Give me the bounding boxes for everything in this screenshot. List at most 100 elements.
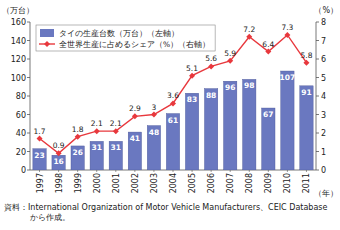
bar-label: 83 <box>187 95 197 104</box>
line-label: 1.8 <box>72 125 84 134</box>
bar <box>300 86 313 170</box>
legend-marker <box>44 41 50 47</box>
y-tick-label: 160 <box>11 18 26 27</box>
x-tick-label: 2005 <box>188 173 197 193</box>
y-tick-label: 60 <box>16 111 26 120</box>
line-label: 3 <box>152 103 157 112</box>
x-tick-label: 2009 <box>264 173 273 193</box>
x-tick-label: 1997 <box>36 173 45 193</box>
y2-tick-label: 4 <box>321 92 326 101</box>
x-tick <box>96 170 97 172</box>
marker <box>75 134 81 140</box>
y-tick-label: 100 <box>11 74 26 83</box>
marker <box>284 32 290 38</box>
chart: 020406080100120140160012345678（万台）（%）（年）… <box>0 0 340 230</box>
bar <box>71 146 84 170</box>
bar <box>90 141 103 170</box>
line-label: 2.1 <box>110 119 122 128</box>
bar-label: 61 <box>168 116 178 125</box>
bar-label: 23 <box>34 151 44 160</box>
x-tick <box>211 170 212 172</box>
line-label: 5.9 <box>224 49 236 58</box>
share-line <box>40 35 307 153</box>
x-tick <box>134 170 135 172</box>
x-tick-label: 2010 <box>283 173 292 193</box>
y2-tick <box>316 170 319 171</box>
y-tick <box>27 59 30 60</box>
bar <box>166 114 179 170</box>
y2-tick-label: 7 <box>321 37 326 46</box>
bar-label: 67 <box>263 110 273 119</box>
x-tick-label: 2002 <box>131 173 140 193</box>
legend-box <box>36 25 215 51</box>
line-label: 1.7 <box>34 127 46 136</box>
bar-label: 91 <box>301 88 311 97</box>
bar-label: 107 <box>280 73 296 82</box>
x-tick <box>58 170 59 172</box>
y-axis-label: （万台） <box>2 6 34 15</box>
marker <box>246 34 252 40</box>
legend-label: タイの生産台数（万台）（左軸） <box>59 29 179 38</box>
y-tick-label: 40 <box>16 129 26 138</box>
x-tick-label: 2007 <box>226 173 235 193</box>
marker <box>151 112 157 118</box>
y-tick-label: 140 <box>11 37 26 46</box>
y-tick <box>27 133 30 134</box>
y2-tick <box>316 114 319 115</box>
y-tick-label: 0 <box>21 166 26 175</box>
y-tick <box>27 22 30 23</box>
y2-tick <box>316 96 319 97</box>
marker <box>189 73 195 79</box>
y2-tick-label: 1 <box>321 148 326 157</box>
bar <box>224 81 237 170</box>
bar-label: 96 <box>225 83 235 92</box>
plot-marks <box>33 32 313 170</box>
marker <box>37 136 43 142</box>
x-tick <box>173 170 174 172</box>
x-tick-label: 2001 <box>112 173 121 193</box>
bar-label: 41 <box>130 134 140 143</box>
x-tick-label: 2003 <box>150 173 159 193</box>
legend-swatch <box>40 29 54 37</box>
line-label: 5.8 <box>300 51 312 60</box>
bar-label: 31 <box>111 143 121 152</box>
bar <box>243 79 256 170</box>
x-tick-label: 2011 <box>302 173 311 193</box>
bar <box>185 93 198 170</box>
y-tick <box>27 77 30 78</box>
y2-tick-label: 3 <box>321 111 326 120</box>
bar-label: 16 <box>53 157 63 166</box>
bar <box>281 71 294 170</box>
marker <box>132 113 138 119</box>
source-note: 資料：International Organization of Motor V… <box>4 203 334 223</box>
x-tick <box>153 170 154 172</box>
x-tick <box>306 170 307 172</box>
x-tick-label: 2000 <box>93 173 102 193</box>
x-tick-label: 2006 <box>207 173 216 193</box>
y2-tick <box>316 22 319 23</box>
legend-label: 全世界生産に占めるシェア（%）（右軸） <box>59 40 210 49</box>
marker <box>170 100 176 106</box>
bar-label: 26 <box>72 148 82 157</box>
y2-tick <box>316 59 319 60</box>
line-label: 5.6 <box>205 54 217 63</box>
marker <box>94 128 100 134</box>
bar <box>109 141 122 170</box>
x-tick-label: 1998 <box>55 173 64 193</box>
marker <box>303 60 309 66</box>
y2-tick-label: 6 <box>321 55 326 64</box>
y-tick <box>27 96 30 97</box>
y-tick-label: 120 <box>11 55 26 64</box>
y-tick <box>27 114 30 115</box>
x-tick <box>230 170 231 172</box>
marker <box>113 128 119 134</box>
y-tick <box>27 170 30 171</box>
x-axis-label: （年） <box>314 189 338 198</box>
y2-tick <box>316 151 319 152</box>
x-tick <box>268 170 269 172</box>
y2-tick-label: 8 <box>321 18 326 27</box>
y-tick-label: 80 <box>16 92 26 101</box>
bar <box>33 149 46 170</box>
y-tick <box>27 151 30 152</box>
bar <box>147 126 160 170</box>
